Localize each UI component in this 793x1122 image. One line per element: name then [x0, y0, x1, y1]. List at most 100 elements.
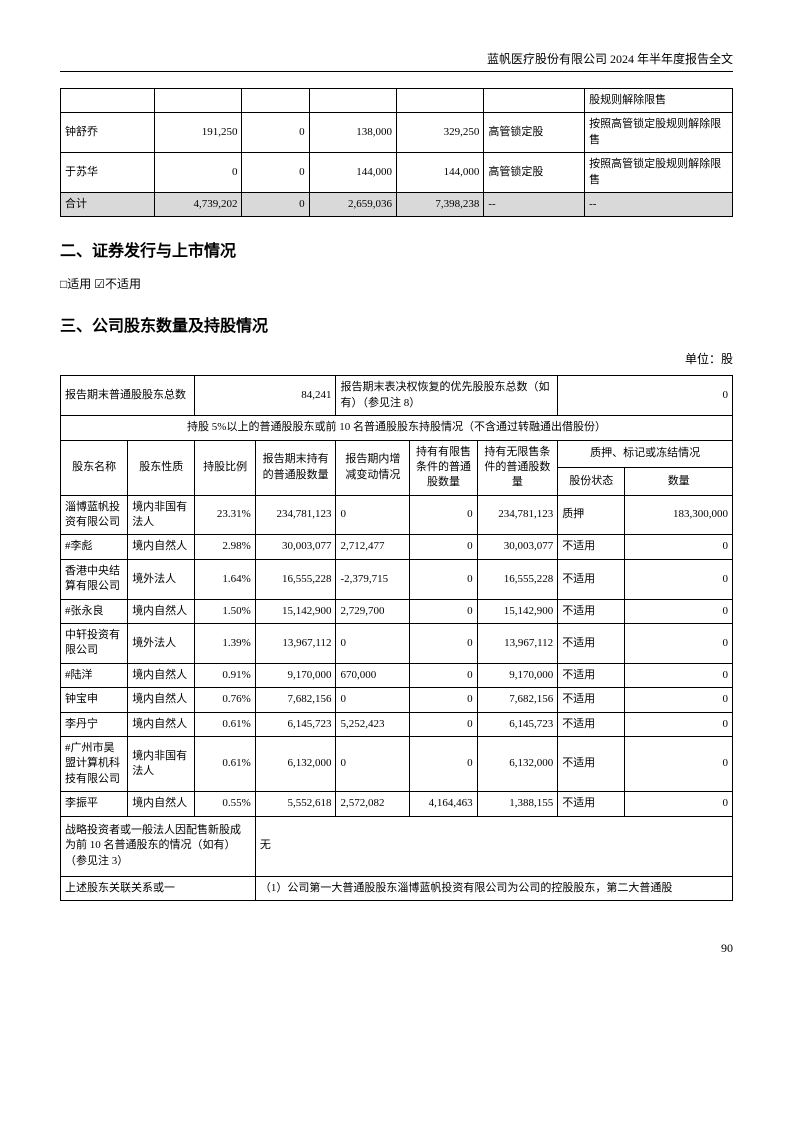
table-cell	[155, 89, 242, 113]
table-cell: 0	[625, 736, 733, 791]
table-row: #广州市昊盟计算机科技有限公司境内非国有法人0.61%6,132,000006,…	[61, 736, 733, 791]
table-row: 香港中央结算有限公司境外法人1.64%16,555,228-2,379,7150…	[61, 559, 733, 599]
table-cell: 0.61%	[195, 736, 255, 791]
table-cell: 境内非国有法人	[128, 495, 195, 535]
summary-label-2: 报告期末表决权恢复的优先股股东总数（如有）（参见注 8）	[336, 376, 558, 416]
table-cell: 0.91%	[195, 663, 255, 687]
table-cell: 1.64%	[195, 559, 255, 599]
table-cell: 9,170,000	[255, 663, 336, 687]
table-cell: 钟宝申	[61, 688, 128, 712]
table-row: #陆洋境内自然人0.91%9,170,000670,00009,170,000不…	[61, 663, 733, 687]
table-cell: 李振平	[61, 792, 128, 816]
table-cell: 2.98%	[195, 535, 255, 559]
table-lock-shares: 股规则解除限售钟舒乔191,2500138,000329,250高管锁定股按照高…	[60, 88, 733, 217]
table-cell: #陆洋	[61, 663, 128, 687]
table-cell: 30,003,077	[477, 535, 558, 559]
table-cell: 183,300,000	[625, 495, 733, 535]
table-cell: 234,781,123	[477, 495, 558, 535]
table-cell: 16,555,228	[477, 559, 558, 599]
group-title-row: 持股 5%以上的普通股股东或前 10 名普通股股东持股情况（不含通过转融通出借股…	[61, 416, 733, 440]
table-cell: 0	[625, 559, 733, 599]
table-cell: 不适用	[558, 535, 625, 559]
col-header-row-1: 股东名称 股东性质 持股比例 报告期末持有的普通股数量 报告期内增减变动情况 持…	[61, 440, 733, 468]
table-cell: 0	[410, 688, 477, 712]
table-row: 钟宝申境内自然人0.76%7,682,156007,682,156不适用0	[61, 688, 733, 712]
table-cell: 0	[625, 688, 733, 712]
table-cell: 按照高管锁定股规则解除限售	[585, 113, 733, 153]
col-restricted: 持有有限售条件的普通股数量	[410, 440, 477, 495]
table-cell: 合计	[61, 192, 155, 216]
table-cell: 不适用	[558, 792, 625, 816]
table-cell: 0	[410, 663, 477, 687]
table-cell: 191,250	[155, 113, 242, 153]
table-cell: 0	[410, 495, 477, 535]
table-cell	[484, 89, 585, 113]
table-cell: 0	[242, 113, 309, 153]
col-pledge-group: 质押、标记或冻结情况	[558, 440, 733, 468]
table-cell	[309, 89, 396, 113]
table-cell: 境内自然人	[128, 688, 195, 712]
table-cell: 2,659,036	[309, 192, 396, 216]
table-cell: 0	[410, 712, 477, 736]
table-cell: 0	[336, 688, 410, 712]
table-cell: 0	[625, 663, 733, 687]
table-cell: 0	[336, 736, 410, 791]
table-cell: 境内非国有法人	[128, 736, 195, 791]
col-name: 股东名称	[61, 440, 128, 495]
table-row: 李振平境内自然人0.55%5,552,6182,572,0824,164,463…	[61, 792, 733, 816]
footer-value: （1）公司第一大普通股股东淄博蓝帆投资有限公司为公司的控股股东，第二大普通股	[255, 876, 732, 900]
table-cell: 9,170,000	[477, 663, 558, 687]
footer-label: 战略投资者或一般法人因配售新股成为前 10 名普通股东的情况（如有）（参见注 3…	[61, 816, 256, 876]
table-cell: 境内自然人	[128, 663, 195, 687]
table-cell: 670,000	[336, 663, 410, 687]
table-cell: 6,132,000	[477, 736, 558, 791]
summary-label-1: 报告期末普通股股东总数	[61, 376, 195, 416]
table-cell: -2,379,715	[336, 559, 410, 599]
table-cell	[396, 89, 483, 113]
table-cell: 0.76%	[195, 688, 255, 712]
table-cell: 0	[625, 792, 733, 816]
table-cell: 4,739,202	[155, 192, 242, 216]
table-cell: 23.31%	[195, 495, 255, 535]
table-cell: 不适用	[558, 599, 625, 623]
col-change: 报告期内增减变动情况	[336, 440, 410, 495]
table-cell: 5,552,618	[255, 792, 336, 816]
table-cell: 15,142,900	[255, 599, 336, 623]
table-row: 钟舒乔191,2500138,000329,250高管锁定股按照高管锁定股规则解…	[61, 113, 733, 153]
table-cell: 144,000	[396, 153, 483, 193]
table-cell: 境内自然人	[128, 712, 195, 736]
applicable-checkbox-text: □适用 ☑不适用	[60, 275, 733, 292]
table-cell: 16,555,228	[255, 559, 336, 599]
table-cell: 2,729,700	[336, 599, 410, 623]
col-pledge-qty: 数量	[625, 468, 733, 496]
table-cell: #张永良	[61, 599, 128, 623]
table-cell: 0	[242, 192, 309, 216]
table-cell: 5,252,423	[336, 712, 410, 736]
table-cell	[242, 89, 309, 113]
table-cell: 13,967,112	[477, 624, 558, 664]
table-cell: 不适用	[558, 559, 625, 599]
table-cell: 境内自然人	[128, 535, 195, 559]
table-cell: --	[484, 192, 585, 216]
table-cell: 境外法人	[128, 624, 195, 664]
col-endshares: 报告期末持有的普通股数量	[255, 440, 336, 495]
table-cell: 境外法人	[128, 559, 195, 599]
table-cell: 144,000	[309, 153, 396, 193]
table-cell: 高管锁定股	[484, 153, 585, 193]
table-cell: 0	[242, 153, 309, 193]
table-cell: 0	[625, 624, 733, 664]
table-cell: #李彪	[61, 535, 128, 559]
table-cell: 30,003,077	[255, 535, 336, 559]
table-cell: 境内自然人	[128, 599, 195, 623]
table-row: 股规则解除限售	[61, 89, 733, 113]
table-cell: 不适用	[558, 688, 625, 712]
col-unrestricted: 持有无限售条件的普通股数量	[477, 440, 558, 495]
table-cell: 1.50%	[195, 599, 255, 623]
table-cell: 4,164,463	[410, 792, 477, 816]
table-row: 中轩投资有限公司境外法人1.39%13,967,1120013,967,112不…	[61, 624, 733, 664]
summary-value-1: 84,241	[195, 376, 336, 416]
table-cell: 0	[410, 624, 477, 664]
table-cell: 0	[410, 559, 477, 599]
table-cell: 0	[410, 599, 477, 623]
table-cell: 329,250	[396, 113, 483, 153]
